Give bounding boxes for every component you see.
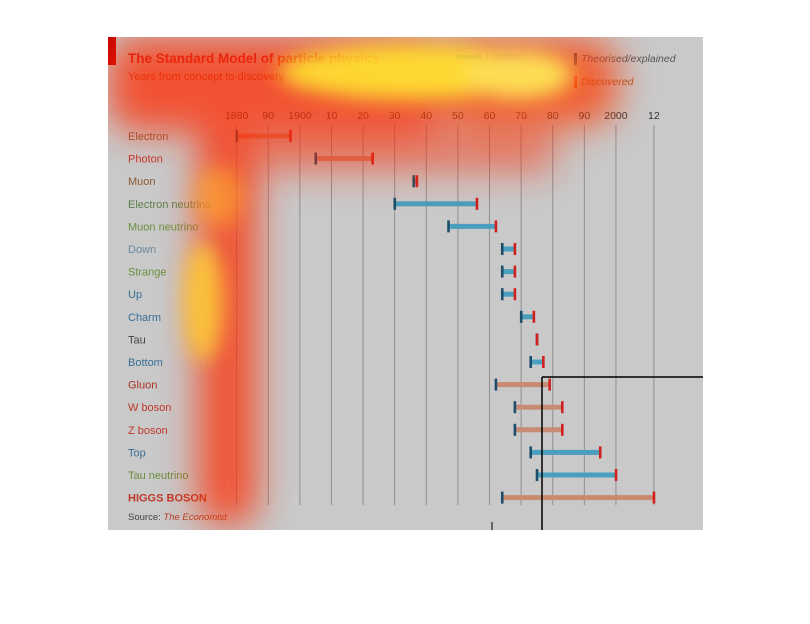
chart-panel: The Standard Model of particle physics Y…	[108, 37, 703, 530]
discovered-marker	[475, 197, 479, 210]
x-tick-label: 20	[357, 110, 369, 122]
discovered-marker	[535, 333, 539, 346]
theorised-marker	[513, 401, 517, 414]
x-tick-label: 1900	[288, 110, 312, 122]
theorised-marker	[500, 491, 504, 504]
row-label: Gluon	[128, 380, 157, 392]
row-label: Bottom	[128, 357, 163, 369]
x-tick-label: 90	[578, 110, 590, 122]
x-tick-label: 80	[547, 110, 559, 122]
theorised-marker	[519, 310, 523, 323]
discovered-marker	[561, 423, 564, 436]
discovered-marker	[542, 356, 545, 368]
range-bar	[502, 246, 515, 252]
range-bar	[536, 472, 616, 478]
range-bar	[413, 178, 417, 184]
theorised-marker	[412, 175, 416, 188]
theorised-marker	[535, 469, 539, 481]
row-label: Tau neutrino	[128, 470, 189, 482]
row-label: Down	[128, 244, 156, 256]
row-label: Electron neutrino	[128, 199, 211, 211]
discovered-marker	[289, 130, 292, 142]
range-bar	[530, 359, 544, 365]
row-label: Muon neutrino	[128, 221, 198, 233]
x-tick-label: 70	[515, 110, 527, 122]
range-bar	[502, 269, 515, 275]
theorised-marker	[393, 197, 397, 210]
row-label: Tau	[128, 334, 146, 346]
discovered-marker	[513, 288, 517, 301]
discovered-marker	[371, 152, 374, 165]
x-tick-label: 60	[484, 110, 496, 122]
theorised-marker	[494, 378, 498, 391]
theorised-marker	[235, 130, 239, 142]
x-tick-label: 30	[389, 110, 401, 122]
source-label: Source:	[128, 512, 164, 523]
row-label: HIGGS BOSON	[128, 493, 207, 505]
theorised-marker	[500, 288, 504, 301]
x-tick-label: 2000	[604, 110, 628, 122]
range-bar	[514, 404, 563, 410]
x-tick-label: 1880	[225, 110, 249, 122]
range-bar	[530, 449, 601, 455]
theorised-marker	[513, 423, 517, 436]
row-label: Charm	[128, 312, 161, 324]
discovered-marker	[415, 175, 419, 188]
range-bar	[502, 495, 654, 501]
range-bar	[514, 427, 563, 433]
theorised-marker	[529, 446, 533, 459]
source-publication: The Economist	[163, 512, 227, 523]
theorised-marker	[447, 220, 450, 233]
range-bar	[315, 156, 373, 162]
row-label: Strange	[128, 267, 167, 279]
range-bar	[448, 223, 496, 229]
theorised-marker	[314, 152, 318, 165]
discovered-marker	[513, 243, 517, 255]
chart-source: Source: The Economist	[128, 512, 227, 523]
row-label: Z boson	[128, 425, 168, 437]
chart-plot: 1880 90 1900 10 20 30 40 50 60 70 80 90 2000 12 Electr…	[128, 110, 660, 505]
range-bar	[495, 382, 550, 388]
theorised-marker	[529, 356, 533, 368]
discovered-marker	[614, 469, 618, 481]
range-bar	[236, 133, 291, 139]
discovered-marker	[598, 446, 602, 459]
row-label: W boson	[128, 402, 171, 414]
row-label: Electron	[128, 131, 168, 143]
row-label: Muon	[128, 176, 156, 188]
range-bar	[394, 201, 477, 207]
row-label: Up	[128, 289, 142, 301]
discovered-marker	[561, 401, 564, 414]
x-tick-label: 90	[262, 110, 274, 122]
x-tick-label: 40	[420, 110, 432, 122]
x-tick-label: 10	[326, 110, 338, 122]
row-label: Top	[128, 447, 146, 459]
discovered-marker	[494, 220, 498, 233]
x-tick-label: 12	[648, 110, 660, 122]
row-label: Photon	[128, 154, 163, 166]
discovered-marker	[513, 265, 517, 278]
theorised-marker	[500, 265, 504, 278]
theorised-marker	[500, 243, 504, 255]
discovered-marker	[532, 310, 536, 323]
x-tick-label: 50	[452, 110, 464, 122]
discovered-marker	[652, 491, 656, 504]
range-bar	[521, 314, 534, 320]
range-bar	[502, 291, 515, 297]
discovered-marker	[548, 378, 551, 391]
